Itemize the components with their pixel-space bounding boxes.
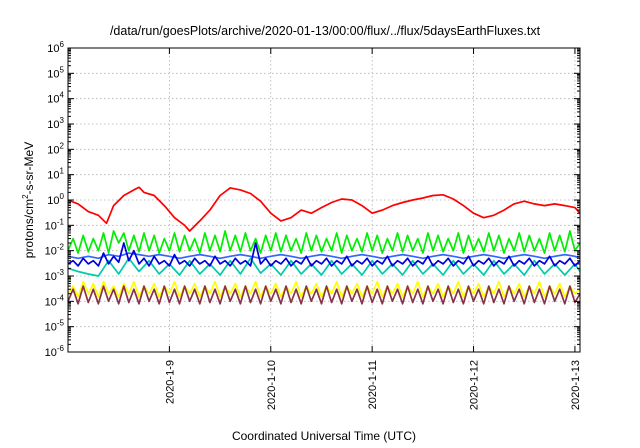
y-axis-label-superscript: 2 xyxy=(21,194,30,199)
x-tick-label: 2020-1-9 xyxy=(164,360,176,404)
y-tick-label: 103 xyxy=(47,116,64,131)
y-tick-label: 104 xyxy=(47,91,64,106)
grid xyxy=(68,48,580,352)
y-tick-label: 10-2 xyxy=(45,243,65,258)
y-axis: 10-6 10-5 10-4 10-3 10-2 10-1 100 101 102 103 104 1… xyxy=(45,40,580,359)
y-tick-label: 100 xyxy=(47,192,64,207)
y-axis-label-part-2: -s-sr-MeV xyxy=(22,142,36,195)
y-axis-label: protons/cm2-s-sr-MeV xyxy=(21,142,36,258)
x-tick-label: 2020-1-11 xyxy=(367,360,379,409)
series-line-5 xyxy=(67,242,581,267)
x-tick-label: 2020-1-13 xyxy=(570,360,582,410)
y-tick-label: 101 xyxy=(47,167,64,182)
series-line-4 xyxy=(67,252,581,260)
y-tick-label: 102 xyxy=(47,141,64,156)
x-tick-label: 2020-1-12 xyxy=(469,360,481,410)
series-line-1 xyxy=(67,186,581,232)
x-tick-label: 2020-1-10 xyxy=(266,360,278,410)
series-line-7 xyxy=(67,285,581,305)
series-layer xyxy=(67,186,581,305)
chart-title: /data/run/goesPlots/archive/2020-01-13/0… xyxy=(110,24,541,38)
series-line-2 xyxy=(67,230,581,254)
x-axis-label: Coordinated Universal Time (UTC) xyxy=(232,429,416,443)
y-tick-label: 10-6 xyxy=(45,344,65,359)
series-line-6 xyxy=(67,280,581,298)
y-tick-label: 10-1 xyxy=(45,217,65,232)
series-line-3 xyxy=(67,257,581,277)
y-tick-label: 10-4 xyxy=(45,293,65,308)
y-axis-label-part-1: protons/cm xyxy=(22,199,36,258)
y-tick-label: 10-3 xyxy=(45,268,65,283)
x-axis: 2020-1-9 2020-1-10 2020-1-11 2020-1-12 2020-… xyxy=(164,48,582,410)
y-tick-label: 105 xyxy=(47,65,64,80)
y-tick-label: 10-5 xyxy=(45,319,65,334)
y-tick-label: 106 xyxy=(47,40,64,55)
